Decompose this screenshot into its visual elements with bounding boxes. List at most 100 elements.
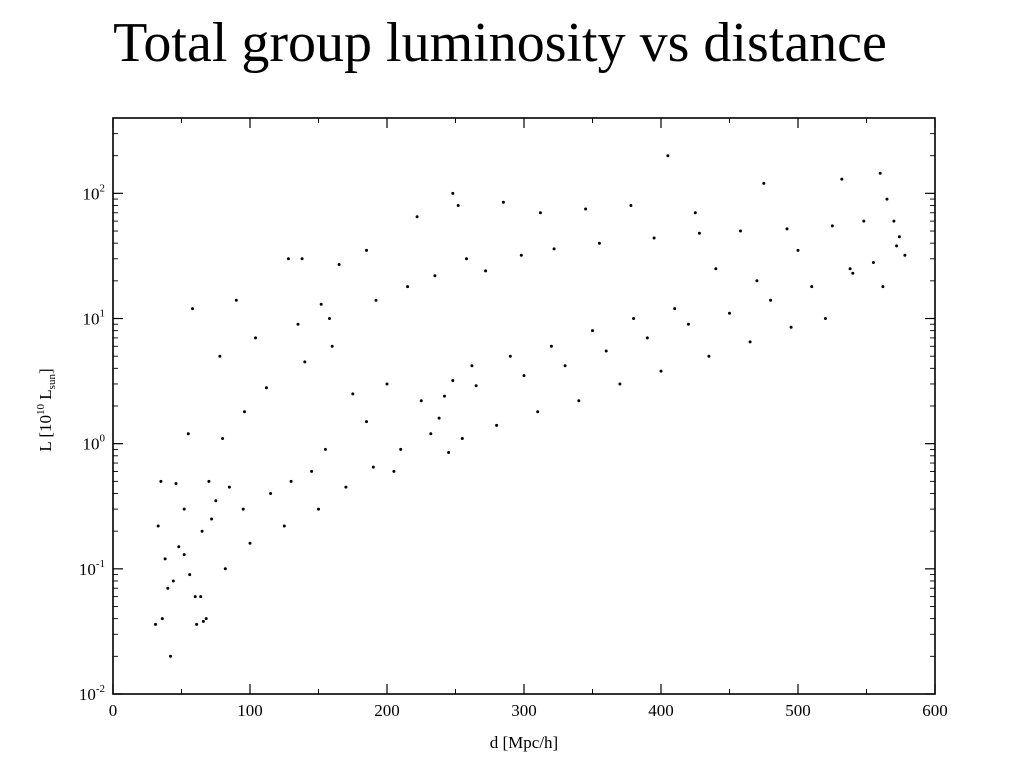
- scatter-point: [429, 432, 433, 436]
- scatter-point: [851, 271, 855, 275]
- scatter-point: [286, 257, 290, 261]
- scatter-point: [604, 349, 608, 353]
- scatter-point: [166, 586, 170, 590]
- scatter-point: [632, 317, 636, 320]
- scatter-point: [323, 447, 327, 451]
- x-tick-label: 500: [785, 701, 811, 720]
- y-axis-label-end: ]: [36, 368, 55, 374]
- scatter-point: [182, 507, 186, 511]
- scatter-point: [303, 360, 307, 364]
- y-tick-label: 10-2: [79, 683, 105, 704]
- y-tick-label: 101: [83, 308, 106, 329]
- scatter-point: [248, 541, 252, 545]
- scatter-point: [207, 479, 211, 483]
- scatter-point: [666, 154, 670, 158]
- scatter-point: [193, 595, 197, 599]
- y-tick-labels: 10-2 10-1 100 101 102: [79, 182, 106, 704]
- scatter-point: [330, 344, 334, 348]
- scatter-point: [188, 573, 192, 577]
- scatter-point: [871, 261, 875, 264]
- x-tick-label: 100: [237, 701, 263, 720]
- scatter-point: [769, 298, 773, 302]
- scatter-point: [223, 567, 227, 571]
- scatter-point: [762, 181, 766, 185]
- scatter-point: [282, 524, 286, 528]
- scatter-point: [707, 354, 711, 358]
- scatter-point: [182, 553, 186, 557]
- x-axis-label: d [Mpc/h]: [490, 733, 558, 752]
- scatter-point: [552, 247, 556, 251]
- scatter-point: [652, 236, 656, 240]
- scatter-point: [296, 322, 300, 326]
- scatter-point: [399, 447, 403, 451]
- scatter-point: [269, 492, 273, 495]
- scatter-point: [673, 307, 677, 311]
- scatter-point: [289, 479, 293, 483]
- scatter-point: [241, 507, 245, 511]
- scatter-point: [371, 465, 375, 469]
- scatter-point: [755, 279, 759, 283]
- plot-frame: [112, 117, 936, 695]
- scatter-point: [465, 257, 468, 261]
- scatter-point: [174, 482, 178, 486]
- y-tick-label: 100: [83, 433, 106, 454]
- scatter-point: [659, 369, 663, 373]
- scatter-point: [218, 354, 222, 358]
- scatter-point: [392, 469, 396, 473]
- slide-title: Total group luminosity vs distance: [113, 12, 887, 74]
- scatter-point: [200, 529, 204, 533]
- scatter-point: [519, 253, 523, 257]
- data-points: [154, 154, 907, 658]
- scatter-point: [437, 416, 441, 420]
- scatter-point: [328, 317, 331, 320]
- scatter-point: [881, 285, 885, 289]
- scatter-point: [597, 241, 601, 245]
- scatter-point: [221, 437, 225, 440]
- scatter-point: [201, 619, 205, 623]
- scatter-point: [163, 557, 167, 561]
- scatter-point: [823, 317, 827, 320]
- y-axis-label-main: L [10: [36, 415, 55, 452]
- scatter-point: [365, 248, 368, 252]
- scatter-point: [474, 384, 478, 388]
- scatter-point: [456, 204, 460, 207]
- scatter-point: [796, 248, 800, 252]
- scatter-point: [337, 263, 341, 266]
- scatter-point: [785, 227, 789, 231]
- scatter-point: [177, 545, 181, 549]
- scatter-point: [903, 253, 907, 257]
- scatter-point: [748, 340, 752, 344]
- scatter-point: [171, 579, 175, 583]
- scatter-point: [254, 336, 257, 340]
- x-tick-label: 600: [922, 701, 948, 720]
- scatter-point: [830, 224, 834, 228]
- x-tick-label: 300: [511, 701, 537, 720]
- scatter-point: [156, 524, 160, 528]
- scatter-point: [169, 654, 172, 658]
- scatter-point: [892, 219, 896, 223]
- y-tick-label: 10-1: [79, 558, 105, 579]
- scatter-point: [204, 617, 208, 621]
- scatter-point: [160, 617, 164, 621]
- scatter-point: [344, 485, 348, 489]
- y-axis-label-sub: sun: [46, 374, 58, 390]
- y-axis-label-mid: L: [36, 389, 55, 404]
- scatter-point: [195, 622, 199, 626]
- scatter-point: [739, 229, 742, 233]
- scatter-point: [549, 344, 553, 348]
- scatter-point: [191, 307, 194, 311]
- scatter-point: [895, 244, 899, 248]
- scatter-point: [563, 364, 567, 368]
- scatter-point: [577, 399, 581, 403]
- scatter-point: [584, 207, 588, 211]
- y-axis-label-sup: 10: [35, 403, 47, 415]
- scatter-point: [319, 302, 323, 306]
- scatter-point: [885, 197, 889, 201]
- scatter-point: [897, 235, 901, 239]
- scatter-point: [443, 394, 446, 398]
- scatter-point: [495, 423, 499, 427]
- scatter-point: [451, 379, 455, 382]
- scatter-point: [460, 437, 464, 440]
- scatter-point: [629, 204, 633, 207]
